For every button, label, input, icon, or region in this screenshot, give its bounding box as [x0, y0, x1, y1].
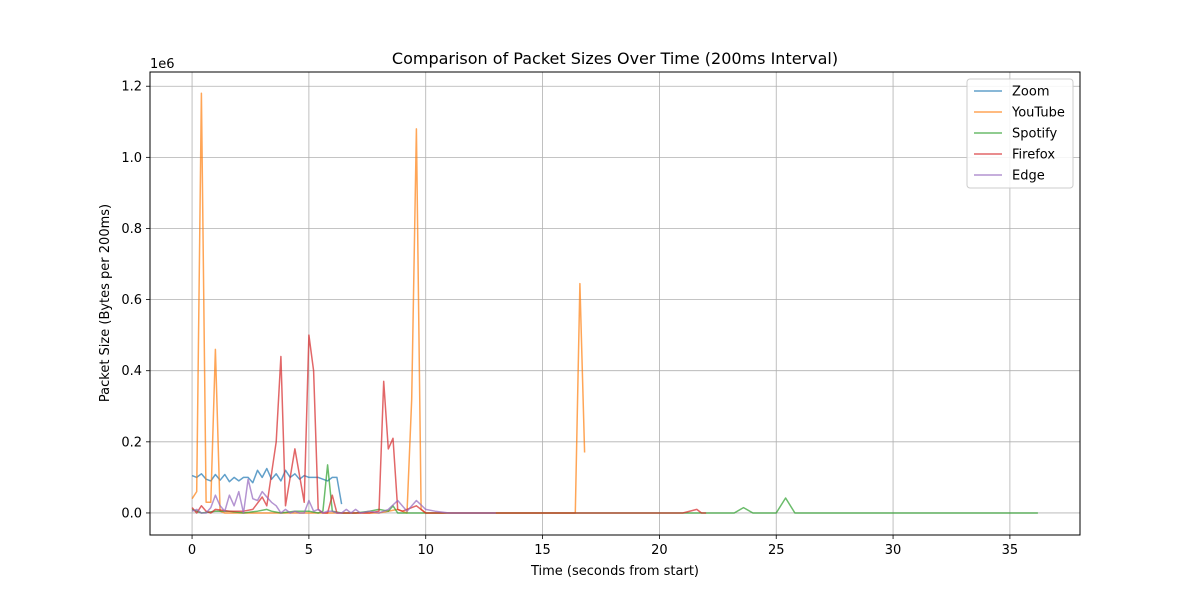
x-tick-label: 35 [1002, 543, 1019, 558]
legend-items: Zoom YouTube Spotify Firefox Edge [974, 85, 1065, 184]
axis-ticks: 0 5 10 15 20 25 30 35 0.0 0.2 0.4 0.6 0.8 1.0 1.2 [121, 80, 1018, 558]
y-tick-label: 1.0 [121, 151, 142, 166]
y-tick-label: 0.8 [121, 222, 142, 237]
y-tick-label: 0.6 [121, 293, 142, 308]
series-line-edge [191, 478, 496, 514]
x-axis-label: Time (seconds from start) [530, 564, 699, 579]
y-tick-label: 0.2 [121, 435, 142, 450]
legend: Zoom YouTube Spotify Firefox Edge [966, 78, 1074, 189]
legend-box [966, 78, 1074, 189]
y-tick-label: 1.2 [121, 80, 142, 95]
legend-label-zoom: Zoom [1012, 85, 1049, 100]
x-tick-label: 25 [768, 543, 785, 558]
y-tick-label: 0.0 [121, 506, 142, 521]
y-axis-label: Packet Size (Bytes per 200ms) [98, 204, 113, 402]
y-tick-label: 0.4 [121, 364, 142, 379]
chart-title: Comparison of Packet Sizes Over Time (20… [392, 49, 838, 68]
legend-label-edge: Edge [1012, 169, 1045, 184]
x-tick-label: 10 [417, 543, 434, 558]
x-tick-label: 15 [534, 543, 551, 558]
x-tick-label: 0 [188, 543, 196, 558]
legend-label-youtube: YouTube [1011, 106, 1065, 121]
x-tick-label: 30 [885, 543, 902, 558]
x-tick-label: 20 [651, 543, 668, 558]
plot-frame [149, 71, 1081, 536]
x-tick-label: 5 [305, 543, 313, 558]
legend-label-spotify: Spotify [1012, 127, 1058, 142]
y-offset-text: 1e6 [150, 57, 175, 72]
plot-lines [191, 92, 1038, 514]
legend-label-firefox: Firefox [1012, 148, 1055, 163]
